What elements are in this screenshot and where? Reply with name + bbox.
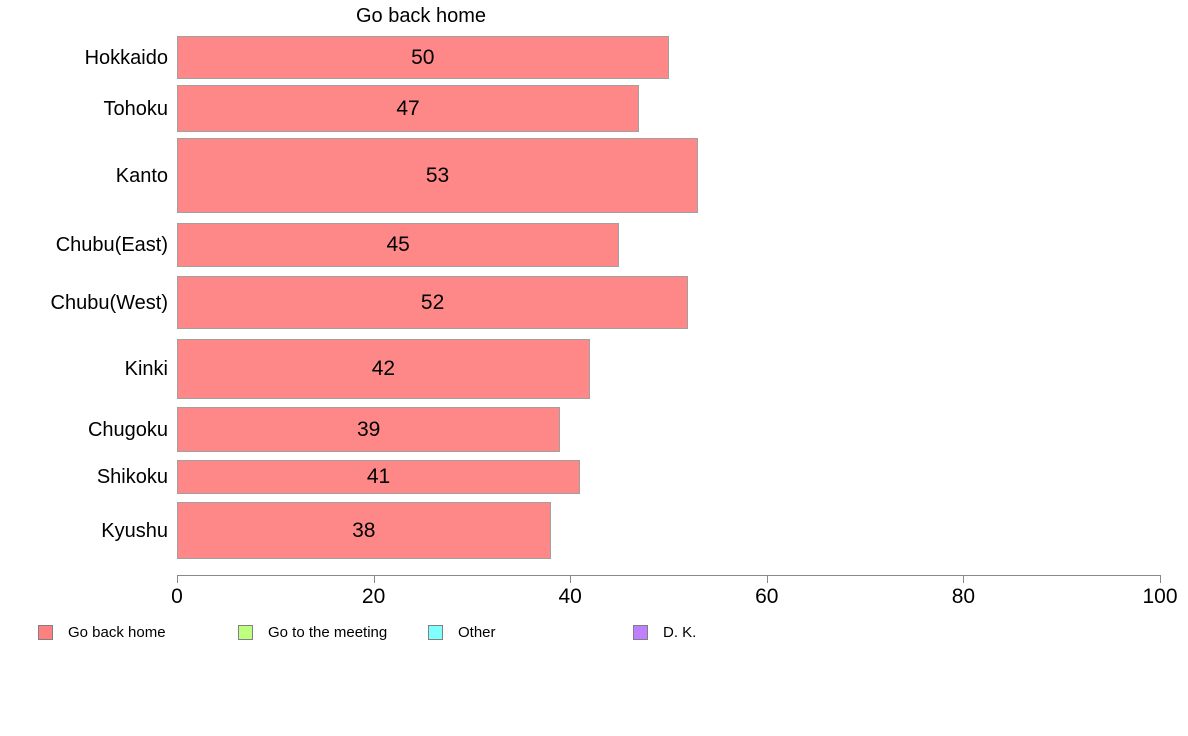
- category-label: Kanto: [115, 164, 168, 187]
- bar-value-label: 45: [386, 233, 410, 256]
- bar: 41: [177, 460, 581, 494]
- legend-swatch: [633, 625, 648, 640]
- x-tick: [373, 575, 375, 583]
- category-label: Hokkaido: [84, 46, 168, 69]
- category-label: Kyushu: [101, 519, 168, 542]
- x-tick-label: 20: [361, 585, 386, 608]
- legend-label: D. K.: [663, 624, 697, 641]
- legend-swatch: [428, 625, 443, 640]
- bar-value-label: 52: [420, 290, 445, 314]
- category-label: Tohoku: [103, 97, 169, 120]
- chart-title: Go back home: [355, 5, 487, 27]
- x-tick: [963, 575, 965, 583]
- bar-value-label: 47: [396, 96, 420, 120]
- bar: 42: [177, 339, 590, 399]
- category-label: Chubu(West): [50, 291, 168, 314]
- category-label: Kinki: [124, 358, 168, 380]
- category-label: Shikoku: [96, 466, 168, 488]
- legend-swatch: [238, 625, 253, 640]
- bar: 53: [177, 138, 698, 213]
- bar-value-label: 50: [411, 45, 435, 69]
- x-tick: [570, 575, 572, 583]
- bar: 47: [177, 85, 639, 132]
- bar: 39: [177, 407, 561, 452]
- legend-label: Go back home: [68, 624, 166, 641]
- category-label: Chubu(East): [55, 234, 168, 256]
- x-tick: [766, 575, 768, 583]
- bar: 52: [177, 276, 689, 329]
- bar-value-label: 53: [425, 163, 450, 187]
- bar-value-label: 38: [352, 518, 376, 542]
- x-tick-label: 0: [171, 585, 183, 608]
- x-tick: [1160, 575, 1161, 583]
- x-tick: [177, 575, 178, 583]
- bar: 50: [177, 36, 669, 79]
- x-tick-label: 40: [558, 585, 582, 608]
- bar-value-label: 39: [357, 417, 381, 441]
- bar-value-label: 42: [371, 357, 396, 380]
- x-tick-label: 60: [755, 585, 779, 608]
- legend-swatch: [38, 625, 53, 640]
- legend-label: Other: [458, 624, 496, 641]
- x-axis-line: [177, 575, 1160, 576]
- x-tick-label: 100: [1142, 585, 1178, 608]
- category-label: Chugoku: [87, 418, 168, 441]
- x-tick-label: 80: [951, 585, 976, 608]
- bar: 38: [177, 502, 551, 559]
- legend-label: Go to the meeting: [268, 624, 388, 641]
- bar: 45: [177, 223, 620, 267]
- bar-value-label: 41: [366, 465, 391, 488]
